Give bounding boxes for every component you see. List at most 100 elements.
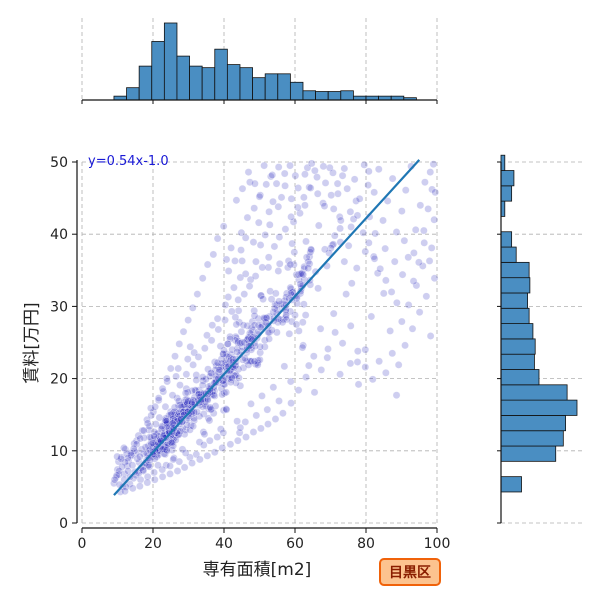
data-point [264, 253, 273, 262]
data-point [331, 328, 339, 337]
data-point [336, 224, 344, 233]
data-point [260, 161, 268, 170]
data-point [133, 454, 142, 463]
data-point [304, 264, 312, 272]
data-point [353, 211, 362, 220]
data-point [338, 171, 347, 180]
data-point [234, 296, 243, 304]
x-hist-bar [302, 90, 316, 101]
data-point [233, 348, 241, 356]
data-point [200, 430, 209, 439]
data-point [288, 239, 297, 248]
data-point [292, 320, 301, 329]
data-point [265, 335, 273, 343]
data-point [121, 458, 129, 467]
data-point [320, 202, 329, 210]
data-point [294, 386, 303, 395]
data-point [420, 239, 429, 247]
data-point [154, 394, 163, 402]
data-point [160, 449, 169, 458]
data-point [198, 373, 207, 382]
data-point [176, 381, 184, 389]
data-point [300, 193, 308, 202]
y-hist-bar [500, 415, 566, 432]
data-point [246, 178, 254, 187]
y-tick-label: 30 [50, 299, 68, 315]
data-point [359, 228, 368, 237]
x-hist-bar [151, 41, 165, 101]
data-point [233, 436, 242, 445]
data-point [327, 191, 336, 200]
data-point [255, 192, 264, 201]
data-point [296, 209, 304, 218]
data-point [340, 164, 349, 173]
data-point [162, 446, 171, 454]
data-point [221, 301, 230, 309]
x-hist-bar [163, 22, 178, 101]
data-point [158, 384, 167, 393]
y-hist-bar [500, 170, 515, 187]
y-tick-label: 0 [59, 516, 68, 532]
y-axis-label: 賃料[万円] [22, 302, 42, 383]
data-point [353, 358, 362, 366]
data-point [280, 169, 289, 178]
data-point [376, 265, 385, 273]
data-point [415, 308, 424, 317]
data-point [232, 371, 240, 379]
data-point [286, 260, 295, 269]
data-point [258, 263, 267, 272]
data-point [214, 374, 223, 383]
data-point [340, 257, 349, 266]
data-point [194, 353, 203, 361]
data-point [323, 353, 332, 362]
data-point [162, 374, 171, 383]
data-point [271, 415, 280, 423]
data-point [329, 309, 338, 318]
data-point [236, 273, 245, 282]
data-point [121, 445, 130, 454]
data-point [346, 359, 355, 368]
y-tick-label: 10 [50, 444, 68, 460]
data-point [112, 471, 121, 480]
data-point [275, 297, 283, 306]
data-point [398, 317, 406, 326]
data-point [206, 403, 215, 412]
x-axis-label: 専有面積[m2] [203, 560, 312, 580]
data-point [245, 282, 254, 291]
data-point [162, 417, 171, 426]
data-point [232, 196, 241, 205]
y-histogram [500, 154, 578, 493]
data-point [166, 407, 175, 416]
data-point [262, 314, 271, 322]
data-point [398, 270, 407, 279]
data-point [353, 347, 362, 356]
data-point [262, 180, 271, 189]
data-point [208, 321, 217, 330]
data-point [307, 159, 316, 168]
x-hist-bar [264, 73, 279, 101]
y-tick-label: 40 [50, 227, 68, 243]
data-point [411, 226, 420, 234]
data-point [381, 244, 390, 253]
y-tick-label: 20 [50, 372, 68, 388]
data-point [188, 398, 196, 407]
data-point [350, 175, 359, 184]
data-point [263, 405, 272, 414]
data-point [305, 183, 314, 192]
data-point [284, 257, 293, 265]
data-point [282, 311, 290, 319]
data-point [275, 259, 284, 268]
data-point [300, 300, 308, 309]
data-point [124, 467, 132, 475]
data-point [427, 244, 436, 252]
data-point [145, 446, 154, 454]
data-point [302, 237, 310, 246]
data-point [158, 472, 167, 481]
data-point [213, 358, 222, 367]
data-point [286, 289, 295, 298]
data-point [313, 189, 322, 198]
data-point [264, 420, 272, 428]
data-point [115, 467, 124, 475]
data-point [210, 448, 219, 457]
data-point [264, 263, 273, 272]
